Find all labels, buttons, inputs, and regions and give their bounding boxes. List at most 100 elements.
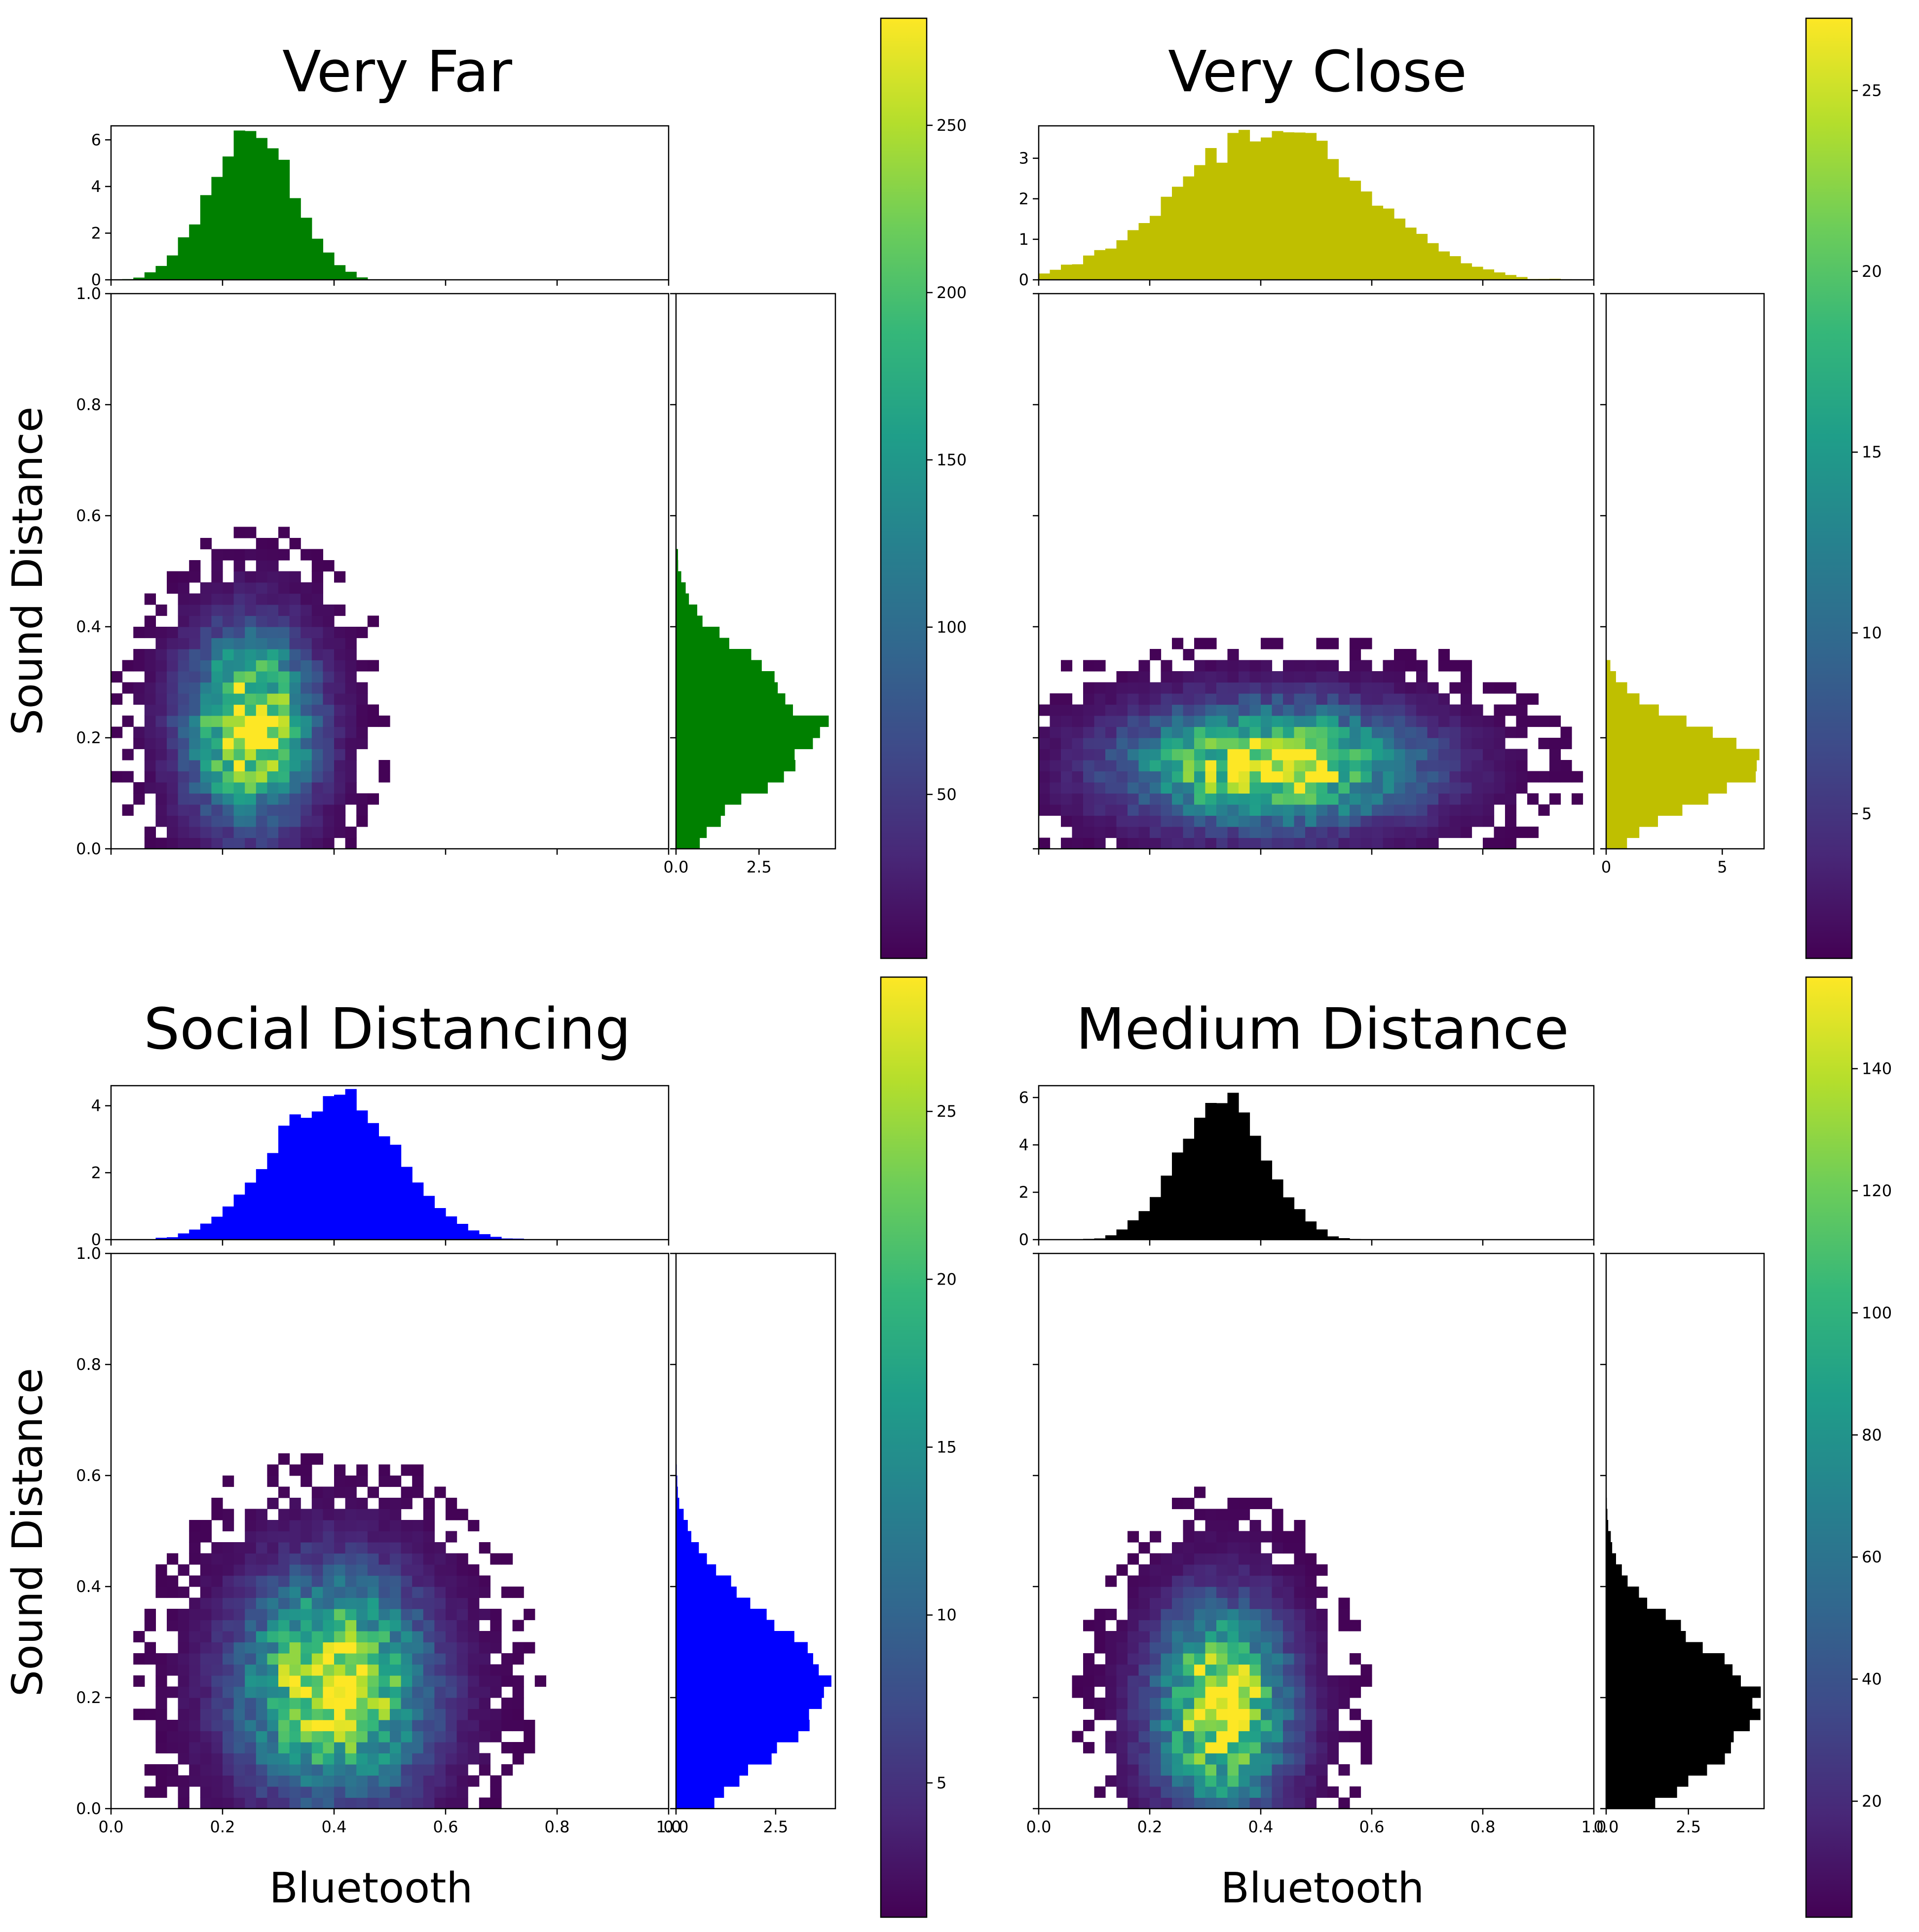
top-hist-bar [1449,256,1461,280]
heatmap-cell [278,749,290,760]
heatmap-cell [256,671,267,683]
heatmap-cell [256,615,267,627]
heatmap-cell [267,1775,279,1787]
heatmap-cell [434,1720,446,1732]
heatmap-cell [1094,1631,1106,1643]
right-hist-bar [676,1520,688,1532]
heatmap-cell [323,726,335,738]
heatmap-cell [390,1664,402,1676]
top-hist-bar [211,177,223,280]
heatmap-cell [289,538,301,550]
heatmap-cell [1227,1653,1239,1665]
heatmap-cell [1183,771,1195,783]
heatmap-cell [278,1642,290,1654]
heatmap-cell [1128,1698,1139,1709]
heatmap-cell [1427,726,1439,738]
heatmap-cell [479,1708,490,1720]
heatmap-cell [378,1731,390,1743]
heatmap-cell [267,682,279,694]
heatmap-cell [256,571,267,583]
heatmap-cell [245,716,257,727]
colorbar-tick-label: 15 [1862,443,1882,461]
heatmap-cell [278,738,290,750]
heatmap-cell [423,1753,435,1765]
heatmap-cell [178,793,189,805]
heatmap-cell [1272,1631,1283,1643]
heatmap-cell [1416,771,1428,783]
heatmap-cell [390,1675,402,1687]
heatmap-cell [1072,804,1084,816]
heatmap-cell [378,1675,390,1687]
heatmap-cell [1560,726,1572,738]
heatmap-cell [189,1742,201,1754]
heatmap-cell [1161,760,1172,772]
heatmap-cell [479,1698,490,1709]
heatmap-cell [1572,793,1583,805]
heatmap-cell [1183,804,1195,816]
heatmap-cell [1050,760,1061,772]
heatmap-cell [155,1698,167,1709]
heatmap-cell [1394,837,1406,849]
heatmap-cell [1105,1664,1117,1676]
heatmap-cell [200,1731,212,1743]
heatmap-cell [1116,1786,1128,1798]
heatmap-cell [301,1664,312,1676]
heatmap-cell [378,1742,390,1754]
heatmap-cell [323,1698,335,1709]
heatmap [1072,1486,1372,1809]
heatmap-cell [356,815,368,827]
heatmap-cell [245,1686,257,1698]
heatmap-cell [401,1675,413,1687]
heatmap-cell [1138,1764,1150,1776]
heatmap-cell [200,1631,212,1643]
top-hist-bar [1316,1229,1328,1240]
heatmap-cell [278,716,290,727]
heatmap-cell [1205,682,1217,694]
heatmap-cell [144,837,156,849]
heatmap-cell [1471,704,1483,716]
heatmap-cell [356,1476,368,1487]
heatmap-cell [178,1786,189,1798]
heatmap-cell [356,1653,368,1665]
heatmap-cell [245,549,257,561]
heatmap-cell [356,1775,368,1787]
heatmap-cell [1205,704,1217,716]
right-hist-bar [676,782,768,794]
right-hist-bar [676,571,681,583]
heatmap-cell [1405,693,1417,705]
right-hist-bar [676,1564,716,1576]
heatmap-cell [233,760,245,772]
heatmap-cell [178,1708,189,1720]
heatmap-cell [1116,804,1128,816]
heatmap-cell [245,726,257,738]
heatmap-cell [311,649,323,661]
heatmap-cell [1239,1753,1250,1765]
top-hist-bar [1261,1160,1273,1240]
heatmap-cell [1138,782,1150,794]
top-hist-bar [1338,177,1350,280]
panel-title: Social Distancing [144,996,631,1062]
heatmap-cell [1327,815,1339,827]
heatmap-cell [1161,793,1172,805]
heatmap-cell [1050,704,1061,716]
top-hist-bar [1105,1235,1117,1240]
heatmap-cell [446,1653,457,1665]
heatmap-cell [1172,1609,1184,1621]
heatmap-cell [345,1575,357,1587]
top-hist-bar [1327,1236,1339,1240]
heatmap-cell [345,793,357,805]
colorbar-tick-label: 120 [1862,1181,1892,1200]
heatmap-cell [434,1609,446,1621]
heatmap-cell [1227,671,1239,683]
heatmap-cell [1338,682,1350,694]
heatmap-cell [1239,1531,1250,1543]
heatmap-cell [1128,1686,1139,1698]
heatmap-cell [1227,1520,1239,1532]
heatmap-cell [1283,804,1295,816]
heatmap-cell [479,1587,490,1598]
heatmap-cell [1261,1531,1273,1543]
right-hist-bar [676,1653,813,1665]
heatmap-cell [1294,1653,1306,1665]
heatmap-cell [167,660,179,672]
